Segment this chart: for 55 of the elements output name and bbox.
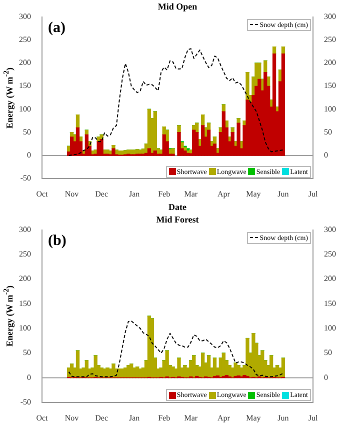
annotation: (b) xyxy=(48,233,66,250)
annotation: (a) xyxy=(48,20,66,36)
y2-tick-label: 50 xyxy=(324,348,332,358)
y-tick-label: 200 xyxy=(19,274,31,284)
x-tick-label: May xyxy=(246,189,261,198)
x-tick-label: Oct xyxy=(36,189,49,198)
x-tick-label: Nov xyxy=(64,413,79,422)
y2-tick-label: 150 xyxy=(324,298,336,308)
y-tick-label: -50 xyxy=(20,174,31,183)
y2-tick-label: 300 xyxy=(324,224,336,234)
x-tick-label: Jul xyxy=(308,189,318,198)
y2-tick-label: 50 xyxy=(324,127,332,136)
x-axis-title: Date xyxy=(168,202,186,212)
x-tick-label: Mar xyxy=(184,189,198,198)
y-tick-label: -50 xyxy=(20,397,31,406)
x-tick-label: Dec xyxy=(95,189,108,198)
x-tick-label: Oct xyxy=(36,413,49,422)
y2-tick-label: 200 xyxy=(324,274,336,284)
x-tick-label: Nov xyxy=(64,189,79,198)
x-tick-label: Dec xyxy=(95,413,108,422)
x-tick-label: May xyxy=(246,413,261,422)
y-tick-label: 250 xyxy=(19,250,31,259)
x-tick-label: Jan xyxy=(128,189,140,198)
y-tick-label: 250 xyxy=(19,35,31,44)
y-tick-label: 0 xyxy=(27,150,31,160)
y2-tick-label: 0 xyxy=(324,150,328,160)
y2-tick-label: 100 xyxy=(324,104,336,114)
y-tick-label: 150 xyxy=(19,81,31,90)
y-tick-label: 50 xyxy=(23,348,31,358)
y-tick-label: 0 xyxy=(27,372,31,382)
x-tick-label: Apr xyxy=(217,413,230,422)
x-tick-label: Jul xyxy=(308,413,318,422)
y-tick-label: 100 xyxy=(19,104,31,114)
chart-title: Mid Open xyxy=(158,2,198,12)
y-tick-label: 150 xyxy=(19,298,31,308)
x-tick-label: Jun xyxy=(278,189,289,198)
y2-tick-label: 0 xyxy=(324,372,328,382)
y-tick-label: 300 xyxy=(19,12,31,21)
y2-tick-label: 250 xyxy=(324,35,336,44)
y-tick-label: 50 xyxy=(23,127,31,136)
chart-title: Mid Forest xyxy=(156,214,199,225)
y2-tick-label: 150 xyxy=(324,81,336,90)
y-tick-label: 100 xyxy=(19,324,31,333)
y2-tick-label: 250 xyxy=(324,250,336,259)
y2-tick-label: 300 xyxy=(324,12,336,21)
x-tick-label: Feb xyxy=(158,189,170,198)
y-tick-label: 200 xyxy=(19,58,31,68)
x-tick-label: Apr xyxy=(217,189,230,198)
x-tick-label: Mar xyxy=(184,413,198,422)
x-tick-label: Jan xyxy=(128,413,140,422)
x-tick-label: Feb xyxy=(158,413,170,422)
y-tick-label: 300 xyxy=(19,224,31,234)
x-tick-label: Jun xyxy=(278,413,289,422)
y2-tick-label: 200 xyxy=(324,58,336,68)
y2-tick-label: 100 xyxy=(324,324,336,333)
